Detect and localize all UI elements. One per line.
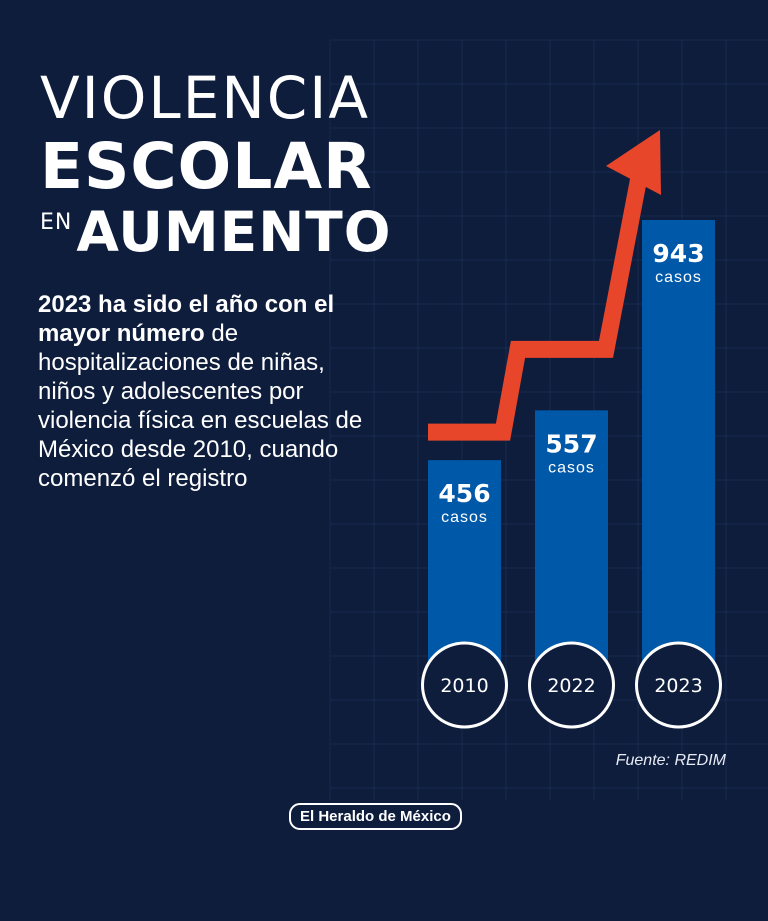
intro-bold: 2023 ha sido el año con el mayor número [38, 291, 335, 347]
title-line-3: ENAUMENTO [40, 200, 392, 264]
title-line-2: ESCOLAR [40, 130, 373, 203]
year-circle-2023 [635, 641, 722, 729]
data-label-2022: 557 [545, 429, 597, 458]
data-label-2010: 456 [438, 479, 490, 508]
title-line-3-big: AUMENTO [76, 200, 392, 264]
x-tick-label-2023: 2023 [654, 675, 702, 697]
bar-2023 [642, 220, 715, 685]
x-tick-label-2010: 2010 [440, 675, 488, 697]
trend-arrow-head [606, 130, 661, 195]
year-circle-2010 [421, 641, 508, 729]
data-label-2023: 943 [652, 239, 704, 268]
year-circle-2022 [528, 641, 615, 729]
intro-rest: de hospitalizaciones de niñas, niños y a… [38, 320, 363, 492]
title-line-3-small: EN [40, 210, 73, 235]
data-unit-2022: casos [548, 459, 595, 476]
trend-arrow-line [428, 170, 649, 441]
title-line-1: VIOLENCIA [40, 64, 371, 132]
data-unit-2023: casos [655, 269, 702, 286]
source-note: Fuente: REDIM [615, 752, 726, 769]
data-unit-2010: casos [441, 509, 488, 526]
intro-text: 2023 ha sido el año con el mayor número … [38, 290, 388, 493]
brand-badge: El Heraldo de México [289, 803, 462, 830]
x-tick-label-2022: 2022 [547, 675, 595, 697]
bar-2022 [535, 410, 608, 685]
